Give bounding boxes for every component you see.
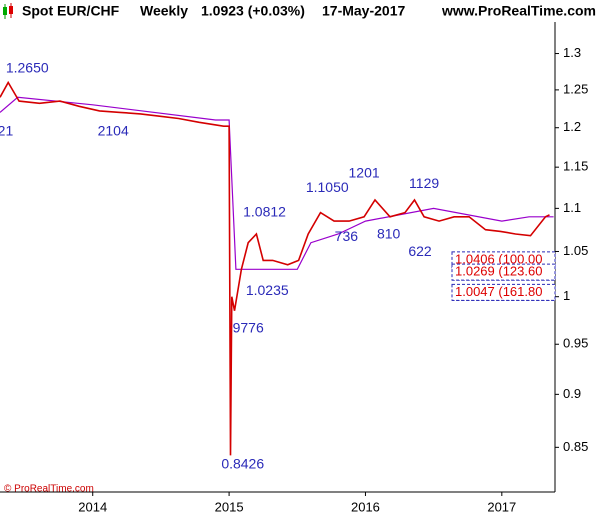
price-line: [0, 80, 550, 456]
annotation: 2104: [98, 122, 129, 138]
x-tick-label: 2017: [487, 499, 516, 514]
y-tick-label: 1.2: [563, 119, 581, 134]
x-tick-label: 2016: [351, 499, 380, 514]
y-tick-label: 1.3: [563, 45, 581, 60]
date: 17-May-2017: [322, 3, 405, 19]
y-tick-label: 1.25: [563, 81, 588, 96]
level-label: 1.0269 (123.60: [455, 264, 542, 279]
annotation: 9776: [233, 319, 264, 335]
annotation: 1.0812: [243, 203, 286, 219]
last-quote: 1.0923 (+0.03%): [201, 3, 305, 19]
x-tick-label: 2015: [215, 499, 244, 514]
title: Spot EUR/CHF: [22, 3, 120, 19]
source: www.ProRealTime.com: [441, 3, 596, 19]
annotation: 736: [335, 228, 359, 244]
y-tick-label: 0.95: [563, 336, 588, 351]
y-tick-label: 1.1: [563, 200, 581, 215]
y-tick-label: 1.15: [563, 159, 588, 174]
price-line: [0, 96, 554, 270]
x-tick-label: 2014: [78, 499, 107, 514]
y-tick-label: 0.85: [563, 439, 588, 454]
annotation: 1.0235: [246, 282, 289, 298]
level-label: 1.0047 (161.80: [455, 284, 542, 299]
annotation: 1129: [409, 175, 439, 191]
period: Weekly: [140, 3, 188, 19]
level-box: [451, 263, 556, 281]
y-tick-label: 0.9: [563, 386, 581, 401]
y-tick-label: 1: [563, 288, 570, 303]
y-tick-label: 1.05: [563, 243, 588, 258]
annotation: 21: [0, 122, 13, 138]
level-label: 1.0406 (100.00: [455, 251, 542, 266]
annotation: 1201: [349, 164, 380, 180]
logo-icon: [3, 3, 13, 19]
annotation: 622: [408, 243, 432, 259]
annotation: 810: [377, 226, 401, 242]
annotation: 1.1050: [306, 179, 349, 195]
annotation: 1.2650: [6, 59, 49, 75]
level-box: [451, 283, 556, 301]
copyright: © ProRealTime.com: [4, 484, 94, 495]
annotation: 0.8426: [221, 456, 264, 472]
